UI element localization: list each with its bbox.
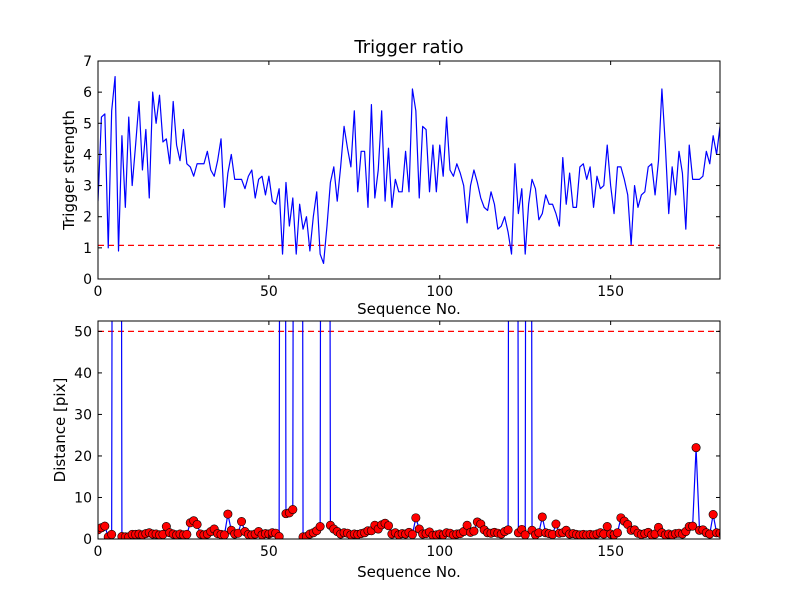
y-tick-label: 7	[83, 54, 92, 70]
data-point	[520, 530, 530, 539]
data-point	[708, 509, 718, 519]
y-axis-label: Trigger strength	[60, 110, 78, 231]
y-tick-label: 4	[83, 147, 92, 163]
data-point	[411, 513, 421, 523]
y-tick-label: 20	[74, 449, 92, 465]
x-tick-label: 50	[260, 284, 278, 300]
y-axis-label: Distance [pix]	[51, 378, 69, 483]
data-point	[551, 519, 561, 529]
data-point	[612, 528, 622, 538]
x-tick-label: 50	[260, 544, 278, 560]
distance-ticks: 0 50 100 150 0 10 20 30 40 50	[74, 321, 720, 560]
y-tick-label: 0	[83, 272, 92, 288]
x-axis-label: Sequence No.	[357, 563, 461, 581]
data-point	[100, 521, 110, 531]
data-point	[537, 512, 547, 522]
data-point	[469, 526, 479, 536]
data-point	[602, 522, 612, 532]
data-point	[383, 521, 393, 531]
data-point	[503, 525, 513, 535]
data-point	[107, 529, 117, 539]
data-point	[691, 443, 701, 453]
data-point	[192, 519, 202, 529]
data-point	[288, 505, 298, 515]
trigger-ratio-panel: Trigger ratio 0 50 100 150 0 1 2 3 4 5 6 7 Sequence…	[60, 37, 721, 318]
data-point	[688, 521, 698, 531]
data-point	[219, 530, 229, 539]
data-point	[237, 517, 247, 527]
x-tick-label: 0	[94, 284, 103, 300]
series-line	[98, 75, 720, 265]
trigger-ticks: 0 50 100 150 0 1 2 3 4 5 6 7	[83, 54, 720, 300]
y-tick-label: 50	[74, 324, 92, 340]
data-point	[315, 522, 325, 532]
x-tick-label: 100	[426, 544, 453, 560]
y-tick-label: 30	[74, 407, 92, 423]
y-tick-label: 3	[83, 179, 92, 195]
distance-plot-area	[98, 321, 720, 539]
x-tick-label: 100	[426, 284, 453, 300]
data-point	[182, 529, 192, 539]
trigger-axes-frame	[97, 60, 721, 280]
x-tick-label: 0	[94, 544, 103, 560]
chart-title: Trigger ratio	[353, 37, 463, 58]
y-tick-label: 5	[83, 116, 92, 132]
data-point	[223, 509, 233, 519]
y-tick-label: 10	[74, 490, 92, 506]
distance-axes-frame	[97, 320, 721, 540]
x-axis-label: Sequence No.	[357, 300, 461, 318]
y-tick-label: 0	[83, 532, 92, 548]
data-point	[274, 532, 284, 539]
y-tick-label: 1	[83, 241, 92, 257]
distance-panel: 0 50 100 150 0 10 20 30 40 50 Sequence No. Distan…	[51, 320, 721, 581]
y-tick-label: 6	[83, 85, 92, 101]
y-tick-label: 40	[74, 366, 92, 382]
x-tick-label: 150	[597, 284, 624, 300]
trigger-plot-area	[98, 75, 720, 265]
x-tick-label: 150	[597, 544, 624, 560]
y-tick-label: 2	[83, 210, 92, 226]
data-point	[407, 529, 417, 539]
